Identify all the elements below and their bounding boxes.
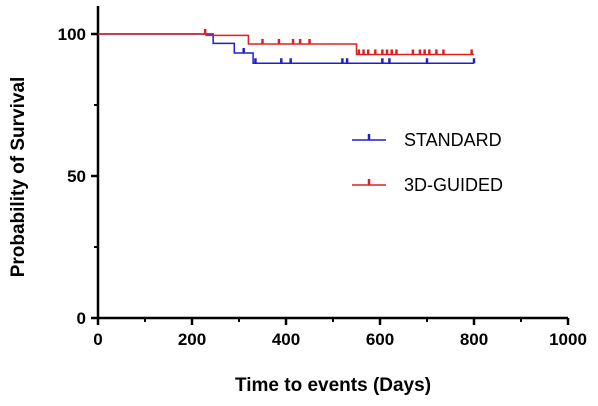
- x-tick-label: 200: [178, 330, 206, 349]
- x-tick-label: 1000: [549, 330, 587, 349]
- legend-label-3d-guided: 3D-GUIDED: [404, 175, 503, 195]
- x-tick-label: 800: [460, 330, 488, 349]
- axes: 0 200 400 600 800 1000 0 50 100: [58, 6, 587, 349]
- x-axis-label: Time to events (Days): [235, 375, 431, 396]
- y-tick-label: 0: [77, 309, 86, 328]
- survival-line-3d-guided: [98, 33, 474, 56]
- series-3d-guided: [98, 29, 474, 56]
- legend-item-3d-guided: 3D-GUIDED: [352, 175, 503, 195]
- y-axis-label: Probability of Survival: [8, 77, 29, 278]
- legend-label-standard: STANDARD: [404, 130, 502, 150]
- legend: STANDARD 3D-GUIDED: [352, 130, 503, 195]
- series-standard: [98, 33, 476, 65]
- series-group: [98, 29, 476, 65]
- y-tick-label: 50: [67, 167, 86, 186]
- legend-item-standard: STANDARD: [352, 130, 502, 150]
- x-tick-label: 600: [366, 330, 394, 349]
- survival-line-standard: [98, 33, 474, 65]
- y-tick-label: 100: [58, 25, 86, 44]
- x-tick-label: 400: [272, 330, 300, 349]
- x-tick-label: 0: [93, 330, 102, 349]
